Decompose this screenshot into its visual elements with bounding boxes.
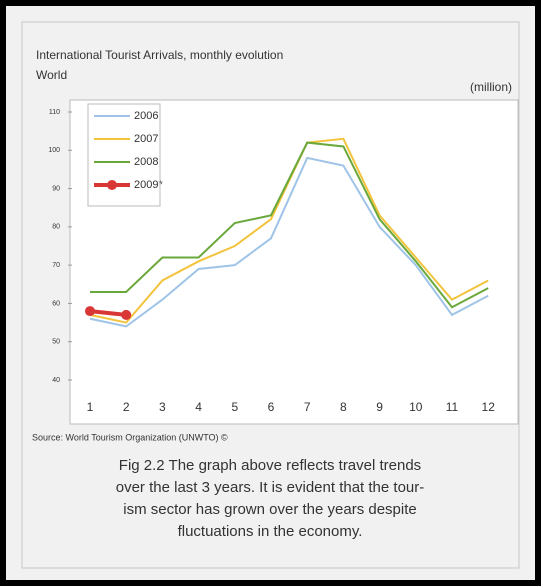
x-tick-label: 6: [268, 400, 275, 414]
x-tick-label: 3: [159, 400, 166, 414]
x-tick-label: 10: [409, 400, 423, 414]
y-tick-label: 70: [52, 262, 60, 269]
x-tick-label: 11: [446, 400, 459, 414]
point: [121, 309, 132, 320]
legend-label: 2009*: [134, 179, 163, 191]
x-tick-label: 4: [195, 400, 202, 414]
series-line: [89, 309, 127, 317]
legend-label: 2008: [134, 156, 158, 168]
chart-title: International Tourist Arrivals, monthly …: [36, 48, 283, 62]
x-tick-label: 8: [340, 400, 347, 414]
chart-subtitle: World: [36, 68, 67, 82]
legend-marker: [107, 180, 117, 190]
y-tick-label: 80: [52, 224, 60, 231]
caption-line: ism sector has grown over the years desp…: [123, 501, 416, 518]
x-tick-label: 1: [87, 400, 94, 414]
y-tick-label: 50: [52, 339, 60, 346]
series-line: [90, 141, 489, 309]
caption-line: over the last 3 years. It is evident tha…: [116, 479, 425, 496]
x-tick-label: 7: [304, 400, 311, 414]
y-tick-label: 90: [52, 185, 60, 192]
y-unit: (million): [470, 80, 512, 94]
y-tick-label: 60: [52, 300, 60, 307]
y-tick-label: 40: [52, 377, 60, 384]
x-tick-label: 2: [123, 400, 130, 414]
plot-area: [69, 99, 519, 425]
x-tick-label: 5: [231, 400, 238, 414]
panel-border: [21, 21, 520, 569]
x-tick-label: 12: [482, 400, 496, 414]
caption-line: Fig 2.2 The graph above reflects travel …: [119, 457, 421, 474]
series-line: [89, 156, 489, 328]
caption-line: fluctuations in the economy.: [178, 523, 363, 540]
source: Source: World Tourism Organization (UNWT…: [32, 432, 228, 442]
legend-border: [87, 103, 161, 207]
y-tick-label: 110: [49, 109, 60, 116]
legend-label: 2007: [134, 133, 158, 145]
y-tick-label: 100: [48, 147, 60, 154]
x-tick-label: 9: [376, 400, 383, 414]
legend-label: 2006: [134, 110, 158, 122]
point: [85, 306, 95, 317]
